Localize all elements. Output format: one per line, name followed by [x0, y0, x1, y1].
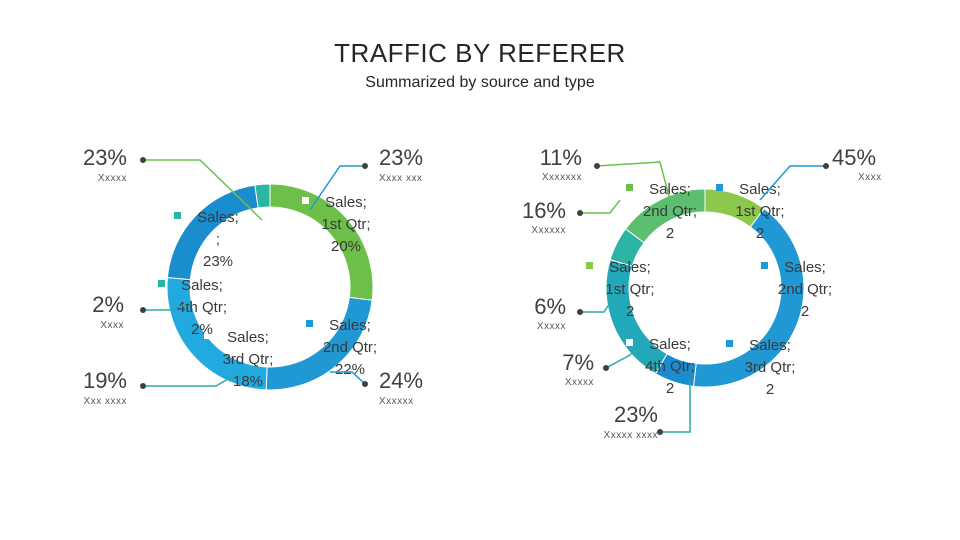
callout-leader-line: [309, 165, 365, 211]
callout-percent: 11%: [540, 145, 582, 170]
callout-percent: 23%: [614, 402, 658, 427]
callout-leader-line: [580, 299, 613, 313]
page-subtitle: Summarized by source and type: [365, 74, 595, 91]
slice-legend-marker: [204, 332, 211, 339]
callout-caption: Xxxxxxx: [542, 172, 582, 183]
callout-leader-line: [143, 301, 191, 311]
slice-legend-marker: [626, 339, 633, 346]
callout-dot: [577, 309, 583, 315]
donut-slice: [605, 258, 668, 375]
donut-slice: [624, 188, 706, 244]
callout-dot: [657, 429, 663, 435]
callout-percent: 24%: [379, 368, 423, 393]
slice-legend-marker: [726, 340, 733, 347]
callout-percent: 45%: [832, 145, 876, 170]
callout-dot: [823, 163, 829, 169]
callout-dot: [603, 365, 609, 371]
slice-legend-marker: [174, 212, 181, 219]
slice-legend-marker: [626, 184, 633, 191]
slice-legend-marker: [716, 184, 723, 191]
callout-caption: Xxxxx: [537, 321, 566, 332]
slice-label: Sales; 3rd Qtr; 2: [745, 337, 796, 398]
callout-leader-line: [660, 380, 691, 433]
callout-dot: [140, 307, 146, 313]
callout-percent: 16%: [522, 198, 566, 223]
callout-caption: Xxxxx xxxx: [604, 430, 658, 441]
slice-label: Sales; 3rd Qtr; 18%: [223, 329, 274, 390]
callout-percent: 19%: [83, 368, 127, 393]
slice-label: Sales; 1st Qtr; 2: [735, 181, 784, 242]
callout-caption: Xxxx: [858, 172, 882, 183]
callout-percent: 23%: [83, 145, 127, 170]
callout-caption: Xxxxx: [565, 377, 594, 388]
slice-label: Sales;; 23%: [197, 209, 239, 270]
slice-label: Sales; 2nd Qtr; 2: [778, 259, 832, 320]
callout-dot: [577, 210, 583, 216]
callout-percent: 6%: [534, 294, 566, 319]
callout-leader-line: [605, 347, 637, 369]
callout-leader-line: [759, 165, 826, 201]
callout-caption: Xxx xxxx: [84, 396, 127, 407]
callout-leader-line: [596, 161, 671, 201]
slice-label: Sales; 1st Qtr; 20%: [321, 194, 370, 255]
callout-dot: [362, 163, 368, 169]
callout-percent: 2%: [92, 292, 124, 317]
slice-label: Sales; 4th Qtr; 2: [645, 336, 695, 397]
donut-chart-right: Sales; 2nd Qtr; 2 Sales; 1st Qtr; 2 Sales; 2nd …: [522, 145, 882, 441]
slice-label: Sales; 4th Qtr; 2%: [177, 277, 227, 338]
callout-dot: [140, 157, 146, 163]
callout-dot: [140, 383, 146, 389]
slice-legend-marker: [302, 197, 309, 204]
slice-legend-marker: [761, 262, 768, 269]
callout-percent: 7%: [562, 350, 594, 375]
donut-chart-left: Sales;; 23% Sales; 1st Qtr; 20% Sales; 2nd Qtr…: [83, 145, 423, 407]
slice-label: Sales; 1st Qtr; 2: [605, 259, 654, 320]
callout-leader-line: [143, 371, 241, 387]
callout-caption: Xxxx: [100, 320, 124, 331]
callout-caption: Xxxxxx: [531, 225, 566, 236]
donut-slice: [254, 183, 271, 209]
callout-percent: 23%: [379, 145, 423, 170]
callout-caption: Xxxxxx: [379, 396, 414, 407]
slice-legend-marker: [586, 262, 593, 269]
callout-caption: Xxxxx: [98, 173, 127, 184]
callout-leader-line: [580, 199, 621, 214]
slice-label: Sales; 2nd Qtr; 2: [643, 181, 697, 242]
slice-legend-marker: [158, 280, 165, 287]
page-title: TRAFFIC BY REFERER: [334, 38, 626, 68]
slice-label: Sales; 2nd Qtr; 22%: [323, 317, 377, 378]
callout-leader-line: [330, 371, 366, 385]
callout-leader-line: [143, 159, 263, 221]
slice-legend-marker: [306, 320, 313, 327]
callout-caption: Xxxx xxx: [379, 173, 422, 184]
callout-dot: [594, 163, 600, 169]
callout-dot: [362, 381, 368, 387]
